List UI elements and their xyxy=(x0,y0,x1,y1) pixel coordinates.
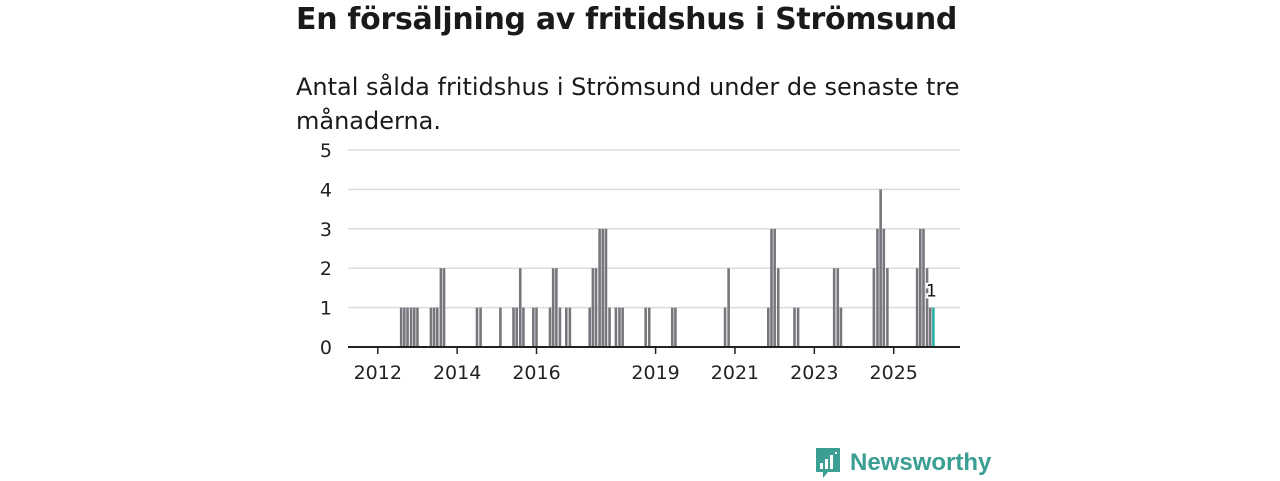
bar xyxy=(773,228,776,347)
chart-subtitle: Antal sålda fritidshus i Strömsund under… xyxy=(296,73,960,135)
bar xyxy=(723,307,727,347)
bar xyxy=(928,307,932,347)
y-tick-label: 0 xyxy=(320,337,332,359)
bar xyxy=(416,307,419,347)
bar xyxy=(564,307,568,347)
bar xyxy=(674,307,677,347)
bar xyxy=(518,268,522,347)
bar xyxy=(548,307,552,347)
bar xyxy=(499,307,502,347)
bar xyxy=(621,307,624,347)
bar xyxy=(515,307,518,347)
gridlines xyxy=(348,149,960,309)
bar xyxy=(618,307,621,347)
newsworthy-logo[interactable]: Newsworthy xyxy=(814,445,991,481)
bar xyxy=(767,307,770,347)
bar xyxy=(872,268,876,347)
chart-title: En försäljning av fritidshus i Strömsund xyxy=(296,2,958,37)
bar xyxy=(796,307,800,347)
bar xyxy=(836,268,840,347)
tick-labels: 0 1 2 3 4 5 1 2012 2014 2016 2019 2021 2023 2025 xyxy=(320,140,939,384)
bar xyxy=(727,268,730,347)
bar xyxy=(919,228,922,347)
bar xyxy=(876,228,879,347)
bar xyxy=(439,268,443,347)
y-tick-label: 5 xyxy=(320,140,332,162)
bar xyxy=(558,307,562,347)
highlight-data-label: 1 xyxy=(926,282,937,302)
bar xyxy=(412,307,416,347)
bar xyxy=(551,268,555,347)
highlight-bar xyxy=(932,307,935,347)
bar xyxy=(832,268,836,347)
bar xyxy=(588,307,592,347)
bar xyxy=(512,307,515,347)
bar xyxy=(598,228,601,347)
x-tick-label: 2021 xyxy=(711,362,759,384)
bar xyxy=(770,228,773,347)
bar xyxy=(432,307,436,347)
bar xyxy=(555,268,558,347)
bar xyxy=(604,228,608,347)
x-tick-label: 2025 xyxy=(870,362,918,384)
y-tick-label: 1 xyxy=(320,298,332,320)
bar xyxy=(442,268,446,347)
axes xyxy=(348,346,960,354)
bar xyxy=(399,307,403,347)
bar xyxy=(915,268,919,347)
bar xyxy=(647,307,651,347)
x-tick-label: 2014 xyxy=(433,362,481,384)
logo-text: Newsworthy xyxy=(850,449,992,476)
bar xyxy=(670,307,674,347)
bar xyxy=(644,307,647,347)
bar xyxy=(532,307,535,347)
newsworthy-logo-icon xyxy=(816,448,840,478)
bar xyxy=(403,307,406,347)
x-tick-label: 2023 xyxy=(790,362,838,384)
bar xyxy=(614,307,618,347)
bar xyxy=(522,307,525,347)
bar xyxy=(535,307,538,347)
bar xyxy=(879,189,882,347)
y-tick-label: 2 xyxy=(320,258,332,280)
bars xyxy=(399,189,935,347)
bar xyxy=(475,307,479,347)
x-tick-label: 2012 xyxy=(354,362,402,384)
bar xyxy=(429,307,433,347)
bar xyxy=(479,307,482,347)
y-tick-label: 4 xyxy=(320,179,332,201)
bar xyxy=(435,307,439,347)
bar xyxy=(568,307,572,347)
bar xyxy=(776,268,780,347)
bar xyxy=(922,228,925,347)
bar xyxy=(886,268,889,347)
x-tick-label: 2019 xyxy=(631,362,679,384)
y-tick-label: 3 xyxy=(320,219,332,241)
bar xyxy=(409,307,413,347)
bar xyxy=(594,268,598,347)
bar xyxy=(839,307,843,347)
bar xyxy=(793,307,796,347)
bar xyxy=(608,307,611,347)
x-tick-label: 2016 xyxy=(512,362,560,384)
bar xyxy=(925,268,929,347)
bar xyxy=(406,307,409,347)
bar xyxy=(882,228,886,347)
bar xyxy=(591,268,595,347)
bar xyxy=(601,228,605,347)
